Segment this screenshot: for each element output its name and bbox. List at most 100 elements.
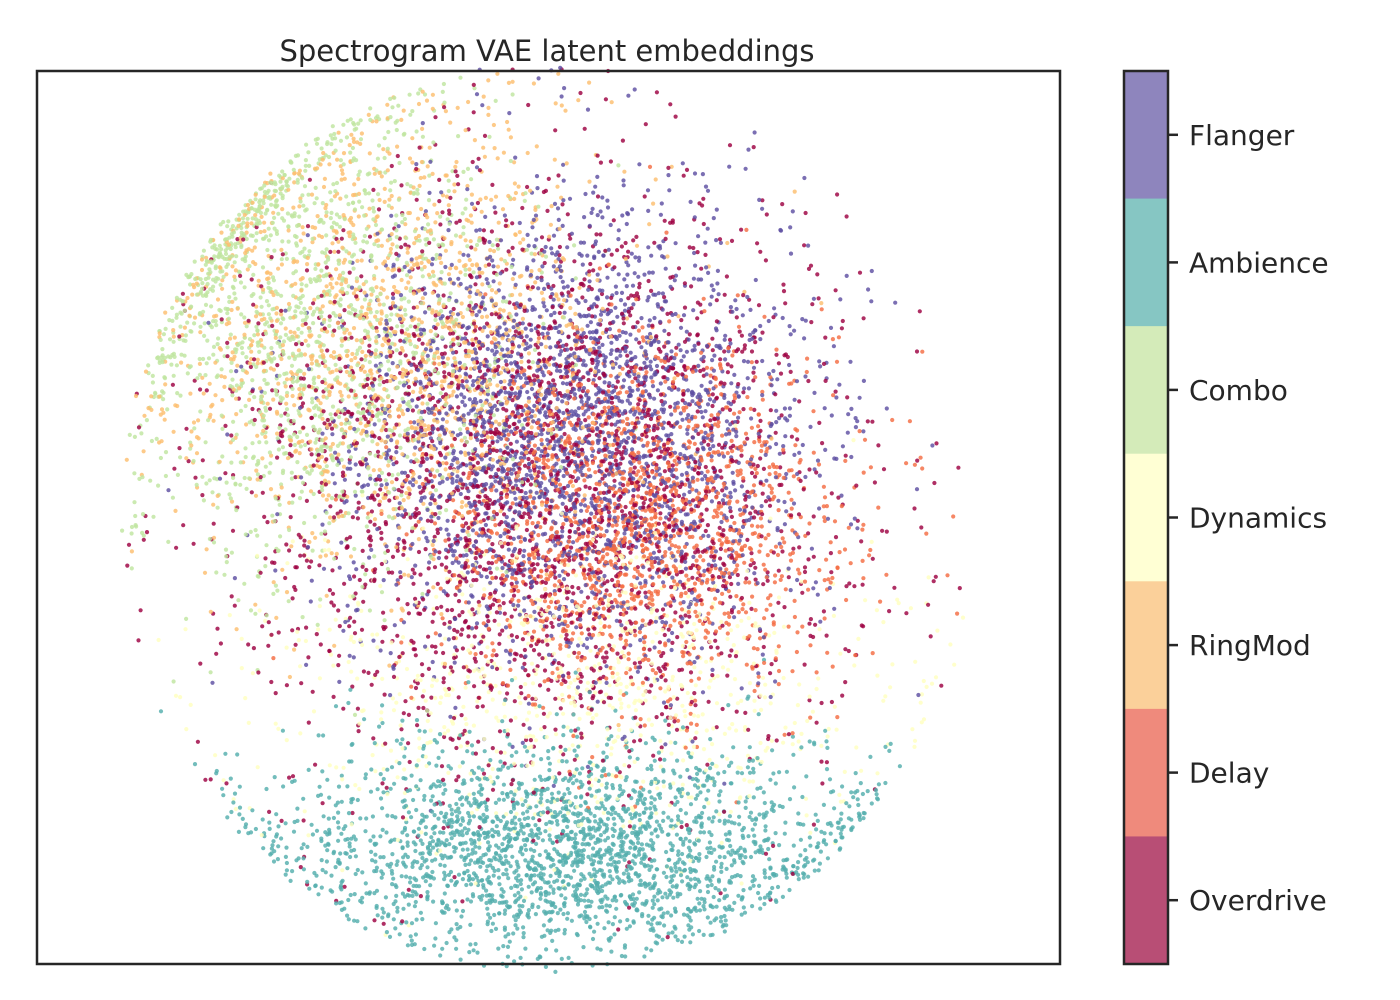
scatter-point-overdrive <box>768 408 773 413</box>
scatter-point-overdrive <box>431 611 436 616</box>
scatter-point-ambience <box>409 815 414 820</box>
scatter-point-flanger <box>446 637 451 642</box>
scatter-point-ringmod <box>407 156 413 161</box>
scatter-point-flanger <box>823 447 828 452</box>
scatter-point-overdrive <box>383 741 388 746</box>
scatter-point-overdrive <box>382 692 387 697</box>
scatter-point-ambience <box>559 893 564 898</box>
scatter-point-flanger <box>667 506 673 511</box>
scatter-point-dynamics <box>643 622 649 627</box>
scatter-point-overdrive <box>807 698 812 703</box>
scatter-point-flanger <box>692 343 697 348</box>
scatter-point-flanger <box>853 425 859 430</box>
scatter-point-overdrive <box>760 491 765 496</box>
scatter-point-flanger <box>534 237 539 242</box>
scatter-point-combo <box>358 137 364 142</box>
scatter-point-overdrive <box>919 525 924 530</box>
scatter-point-ringmod <box>367 206 372 211</box>
scatter-point-ambience <box>321 733 326 738</box>
scatter-point-combo <box>368 117 373 122</box>
scatter-point-overdrive <box>556 173 561 178</box>
scatter-point-overdrive <box>394 460 399 465</box>
scatter-point-delay <box>726 611 731 616</box>
scatter-point-dynamics <box>391 708 397 713</box>
scatter-point-combo <box>264 543 269 548</box>
scatter-point-ambience <box>649 922 654 927</box>
scatter-point-combo <box>222 572 227 577</box>
scatter-point-overdrive <box>798 478 803 483</box>
scatter-point-overdrive <box>729 648 734 653</box>
scatter-point-ambience <box>874 792 879 797</box>
scatter-point-dynamics <box>327 627 332 632</box>
scatter-point-flanger <box>857 395 862 400</box>
scatter-point-flanger <box>914 487 920 492</box>
scatter-point-delay <box>780 536 785 541</box>
scatter-point-flanger <box>330 432 335 437</box>
scatter-point-delay <box>786 624 791 629</box>
scatter-point-ringmod <box>443 467 448 472</box>
scatter-point-ringmod <box>401 412 406 417</box>
scatter-point-overdrive <box>599 291 605 297</box>
scatter-point-overdrive <box>463 331 468 336</box>
scatter-point-delay <box>757 549 762 554</box>
scatter-point-flanger <box>670 575 675 580</box>
scatter-point-ringmod <box>328 281 333 287</box>
scatter-point-ringmod <box>520 316 526 321</box>
scatter-point-flanger <box>653 619 659 624</box>
scatter-point-delay <box>670 503 675 508</box>
scatter-point-delay <box>558 646 563 651</box>
scatter-point-ambience <box>295 818 300 824</box>
scatter-point-dynamics <box>533 738 539 743</box>
scatter-point-flanger <box>648 359 653 364</box>
scatter-point-ambience <box>839 811 844 816</box>
scatter-point-overdrive <box>481 228 486 233</box>
scatter-point-flanger <box>361 483 367 488</box>
scatter-point-combo <box>192 259 197 264</box>
scatter-point-ringmod <box>517 230 522 235</box>
scatter-point-combo <box>386 514 392 519</box>
scatter-point-ambience <box>666 815 671 820</box>
scatter-point-delay <box>433 631 438 636</box>
scatter-point-overdrive <box>744 576 749 581</box>
scatter-point-delay <box>432 474 437 479</box>
scatter-point-delay <box>611 442 616 447</box>
scatter-point-overdrive <box>389 326 394 331</box>
scatter-point-ringmod <box>324 593 329 598</box>
scatter-point-combo <box>439 270 444 275</box>
scatter-point-overdrive <box>414 506 419 511</box>
scatter-point-overdrive <box>413 685 419 691</box>
scatter-point-ringmod <box>472 138 477 143</box>
scatter-point-overdrive <box>684 620 690 625</box>
scatter-point-ambience <box>556 790 561 795</box>
scatter-point-ringmod <box>412 452 417 457</box>
scatter-point-overdrive <box>802 243 807 248</box>
scatter-point-overdrive <box>367 234 373 239</box>
scatter-point-flanger <box>344 499 349 504</box>
scatter-point-delay <box>860 527 865 532</box>
scatter-point-flanger <box>715 281 720 286</box>
scatter-point-ambience <box>631 788 636 793</box>
scatter-point-ambience <box>494 824 499 829</box>
scatter-point-ambience <box>650 905 655 910</box>
scatter-point-ambience <box>647 824 652 829</box>
scatter-point-overdrive <box>438 222 443 227</box>
scatter-point-overdrive <box>698 598 703 603</box>
scatter-point-flanger <box>526 243 531 248</box>
scatter-point-overdrive <box>400 651 405 656</box>
scatter-point-flanger <box>446 532 451 537</box>
scatter-point-dynamics <box>960 615 966 620</box>
scatter-point-ambience <box>688 877 693 882</box>
scatter-point-delay <box>758 516 764 521</box>
scatter-point-ringmod <box>320 493 326 498</box>
scatter-point-ringmod <box>351 326 357 331</box>
scatter-point-ambience <box>477 845 482 850</box>
scatter-point-delay <box>598 648 603 653</box>
scatter-point-combo <box>394 127 399 133</box>
scatter-point-ambience <box>578 779 583 785</box>
scatter-point-ambience <box>442 782 447 787</box>
scatter-point-ambience <box>747 770 753 775</box>
scatter-point-ambience <box>710 761 715 766</box>
scatter-point-ambience <box>504 867 509 872</box>
scatter-point-combo <box>238 482 243 487</box>
scatter-point-dynamics <box>317 676 322 681</box>
